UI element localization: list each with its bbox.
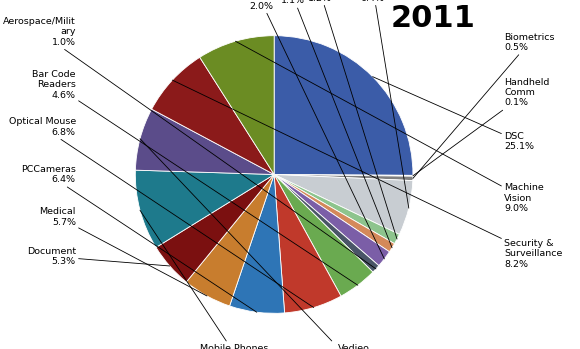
Text: Aerospace/Milit
ary
1.0%: Aerospace/Milit ary 1.0% [3, 17, 376, 269]
Text: Other
Consumer
Products
6.4%: Other Consumer Products 6.4% [348, 0, 409, 208]
Wedge shape [274, 174, 413, 176]
Text: Machine
Vision
9.0%: Machine Vision 9.0% [235, 41, 544, 213]
Text: PCCameras
6.4%: PCCameras 6.4% [21, 165, 257, 312]
Wedge shape [274, 174, 341, 313]
Wedge shape [186, 174, 274, 306]
Wedge shape [274, 174, 413, 180]
Text: Automotive
1.1%: Automotive 1.1% [265, 0, 392, 248]
Wedge shape [156, 174, 274, 282]
Wedge shape [274, 174, 394, 252]
Text: Toys & Games
1.2%: Toys & Games 1.2% [287, 0, 397, 239]
Wedge shape [135, 170, 274, 247]
Wedge shape [151, 57, 274, 174]
Wedge shape [274, 36, 413, 175]
Wedge shape [230, 174, 285, 313]
Wedge shape [274, 174, 379, 272]
Wedge shape [135, 109, 274, 174]
Text: Mobile Phones
9.3%: Mobile Phones 9.3% [140, 210, 269, 349]
Text: Scientific
2.0%: Scientific 2.0% [239, 0, 385, 259]
Text: Document
5.3%: Document 5.3% [27, 247, 170, 266]
Wedge shape [274, 174, 400, 244]
Wedge shape [200, 36, 274, 174]
Wedge shape [274, 174, 413, 235]
Text: Security &
Surveillance
8.2%: Security & Surveillance 8.2% [172, 80, 563, 269]
Text: Handheld
Comm
0.1%: Handheld Comm 0.1% [413, 77, 549, 176]
Wedge shape [274, 174, 373, 296]
Text: 2011: 2011 [390, 4, 475, 33]
Text: Biometrics
0.5%: Biometrics 0.5% [413, 32, 554, 178]
Text: Vedieo
Conferencing &
Camcorders
7.3%: Vedieo Conferencing & Camcorders 7.3% [140, 139, 390, 349]
Text: Optical Mouse
6.8%: Optical Mouse 6.8% [9, 117, 314, 307]
Text: DSC
25.1%: DSC 25.1% [372, 77, 534, 151]
Text: Bar Code
Readers
4.6%: Bar Code Readers 4.6% [32, 70, 358, 285]
Wedge shape [274, 174, 389, 266]
Text: Medical
5.7%: Medical 5.7% [39, 207, 207, 296]
